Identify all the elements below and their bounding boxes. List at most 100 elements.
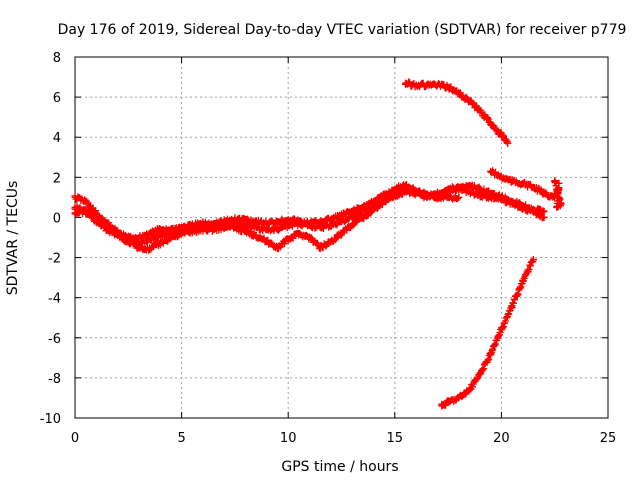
data-point [82, 197, 90, 205]
data-point [242, 215, 250, 223]
data-point [146, 229, 154, 237]
data-point [327, 215, 335, 223]
x-axis-label: GPS time / hours [281, 459, 398, 475]
data-point [114, 227, 122, 235]
data-point [263, 238, 271, 246]
data-point [199, 219, 207, 227]
data-point [220, 223, 228, 231]
data-point [252, 223, 260, 231]
data-point [529, 183, 537, 191]
data-point [455, 89, 463, 97]
data-point [274, 217, 282, 225]
data-point [487, 350, 495, 358]
data-point [508, 302, 516, 310]
y-axis-label: SDTVAR / TECUs [5, 181, 21, 296]
data-point [124, 238, 132, 246]
data-point [412, 187, 420, 195]
y-tick-label: -2 [48, 252, 61, 267]
data-point [553, 185, 561, 193]
data-point [146, 246, 154, 254]
data-point [348, 221, 356, 229]
data-point [231, 215, 239, 223]
data-point [497, 131, 505, 139]
data-point [316, 217, 324, 225]
data-point [188, 227, 196, 235]
x-tick-label: 15 [387, 431, 404, 446]
data-point [455, 193, 463, 201]
data-point [252, 217, 260, 225]
data-point [338, 229, 345, 237]
data-point [519, 278, 527, 286]
data-point [156, 225, 164, 233]
y-tick-label: -10 [40, 412, 61, 427]
data-point [167, 234, 175, 241]
data-point [433, 81, 441, 89]
y-tick-label: 2 [53, 171, 61, 186]
y-tick-label: 6 [53, 91, 61, 106]
data-point [555, 179, 563, 187]
y-tick-label: -8 [48, 372, 61, 387]
x-tick-label: 20 [493, 431, 510, 446]
y-tick-label: -4 [48, 292, 61, 307]
data-point [497, 326, 505, 334]
data-point [553, 203, 561, 211]
data-point [497, 173, 505, 181]
data-point [369, 197, 377, 205]
data-point [167, 225, 175, 233]
data-point [557, 199, 565, 207]
data-point [369, 205, 377, 213]
data-point [135, 244, 143, 252]
axis-ticks: 0 5 10 15 20 25 -10 -8 -6 -4 -2 0 2 4 6 8 [40, 51, 617, 446]
data-point [284, 215, 292, 223]
data-point [316, 244, 324, 252]
data-point [178, 229, 186, 237]
data-point [401, 183, 409, 191]
data-point [274, 225, 282, 233]
data-point [465, 97, 473, 105]
data-points [71, 78, 565, 410]
series-end-cluster [551, 177, 565, 211]
y-tick-label: 4 [53, 131, 61, 146]
data-point [380, 197, 388, 205]
data-point [412, 81, 420, 89]
data-point [504, 139, 512, 147]
data-point [438, 402, 446, 410]
data-point [103, 219, 111, 227]
data-point [71, 193, 79, 201]
data-point [487, 119, 495, 127]
data-point [359, 213, 367, 221]
series-main-band-C [71, 182, 463, 254]
data-point [71, 209, 79, 217]
data-point [529, 256, 537, 264]
data-point [444, 185, 452, 193]
data-point [476, 107, 484, 115]
y-tick-label: -6 [48, 332, 61, 347]
data-point [551, 177, 559, 185]
data-point [455, 183, 463, 191]
x-tick-label: 0 [71, 431, 79, 446]
data-point [306, 219, 314, 227]
data-point [465, 181, 473, 189]
data-point [306, 234, 314, 241]
data-point [508, 197, 516, 205]
data-point [338, 211, 345, 219]
x-tick-label: 25 [600, 431, 617, 446]
data-point [188, 221, 196, 229]
data-point [555, 193, 563, 201]
data-point [529, 205, 537, 213]
data-point [295, 229, 303, 237]
series-upper-segment [401, 78, 512, 147]
data-point [210, 225, 218, 233]
data-point [380, 191, 388, 199]
data-point [540, 207, 548, 215]
data-point [92, 213, 100, 221]
x-tick-label: 10 [280, 431, 297, 446]
data-point [433, 193, 441, 201]
data-point [476, 185, 484, 193]
data-point [274, 244, 282, 252]
data-point [508, 177, 516, 185]
y-tick-label: 0 [53, 211, 61, 226]
data-point [401, 79, 409, 87]
data-point [263, 219, 271, 227]
data-point [444, 398, 452, 406]
